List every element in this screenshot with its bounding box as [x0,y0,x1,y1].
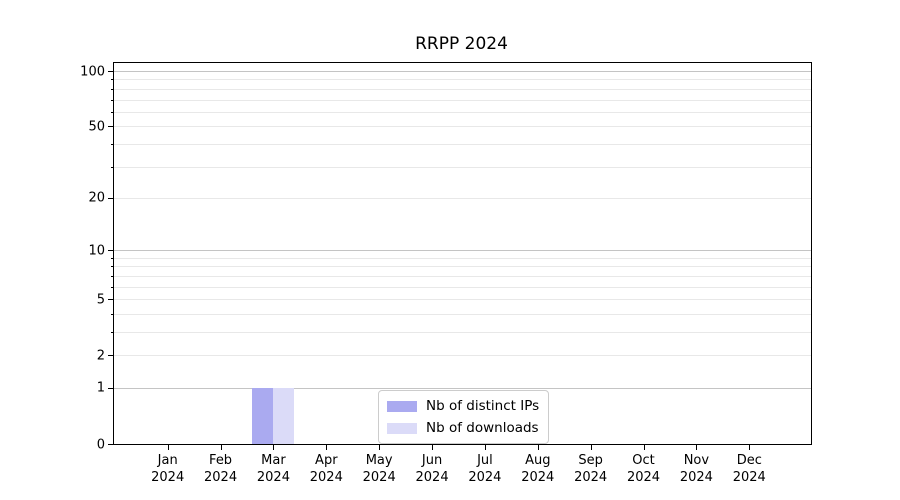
x-tick-mark [220,444,222,450]
y-minor-tick-mark [111,266,114,268]
y-tick-mark [108,71,114,73]
y-tick-mark [108,126,114,128]
y-tick-mark [108,299,114,301]
legend-label: Nb of downloads [426,420,539,436]
y-tick-label: 1 [96,380,105,396]
y-minor-tick-mark [111,111,114,113]
x-tick-mark [432,444,434,450]
legend-label: Nb of distinct IPs [426,398,540,414]
y-tick-mark [108,197,114,199]
minor-gridline [114,266,811,268]
x-tick-label: Oct 2024 [626,453,661,485]
y-tick-mark [108,250,114,252]
minor-gridline [114,79,811,81]
x-tick-label: Apr 2024 [309,453,343,485]
minor-gridline [114,355,811,357]
x-tick-mark [326,444,328,450]
y-tick-mark [108,444,114,445]
x-tick-label: Feb 2024 [204,453,238,485]
x-tick-label: Mar 2024 [256,453,290,485]
y-minor-tick-mark [111,313,114,315]
x-tick-mark [643,444,645,450]
y-tick-label: 50 [88,119,105,135]
y-tick-label: 5 [96,292,105,308]
minor-gridline [114,166,811,168]
minor-gridline [114,257,811,259]
minor-gridline [114,313,811,315]
x-tick-mark [484,444,486,450]
x-tick-label: Dec 2024 [732,453,766,485]
x-tick-mark [167,444,169,450]
x-tick-mark [273,444,275,450]
y-tick-label: 20 [88,190,105,206]
y-minor-tick-mark [111,88,114,90]
minor-gridline [114,143,811,145]
minor-gridline [114,331,811,333]
x-tick-label: Jul 2024 [468,453,502,485]
minor-gridline [114,299,811,301]
legend-item: Nb of distinct IPs [387,398,539,414]
major-gridline [114,71,811,73]
x-tick-label: Nov 2024 [679,453,713,485]
x-tick-label: Aug 2024 [521,453,555,485]
y-minor-tick-mark [111,257,114,259]
minor-gridline [114,126,811,128]
legend-swatch-distinct-ips [387,400,417,412]
minor-gridline [114,286,811,288]
y-minor-tick-mark [111,331,114,333]
y-minor-tick-mark [111,166,114,168]
y-tick-label: 100 [80,64,105,80]
x-tick-mark [749,444,751,450]
minor-gridline [114,88,811,90]
x-tick-mark [379,444,381,450]
y-minor-tick-mark [111,79,114,81]
bar-downloads [273,388,295,444]
minor-gridline [114,275,811,277]
x-tick-mark [537,444,539,450]
y-tick-mark [108,387,114,389]
legend: Nb of distinct IPs Nb of downloads [378,390,550,444]
x-tick-mark [590,444,592,450]
y-minor-tick-mark [111,99,114,101]
x-tick-label: May 2024 [362,453,396,485]
y-tick-label: 2 [96,348,105,364]
minor-gridline [114,197,811,199]
y-tick-label: 0 [96,437,105,452]
legend-swatch-downloads [387,422,417,434]
major-gridline [114,250,811,252]
major-gridline [114,387,811,389]
legend-item: Nb of downloads [387,420,539,436]
x-tick-label: Jun 2024 [415,453,449,485]
y-minor-tick-mark [111,275,114,277]
y-minor-tick-mark [111,143,114,145]
y-tick-mark [108,355,114,357]
x-tick-label: Jan 2024 [151,453,185,485]
x-tick-mark [696,444,698,450]
minor-gridline [114,111,811,113]
bar-distinct-ips [252,388,274,444]
y-tick-label: 10 [88,243,105,259]
plot-area: 100 50 20 10 5 2 1 0 Jan 2024 Feb 2024 Mar 2024 Apr 20… [80,62,812,485]
y-minor-tick-mark [111,286,114,288]
chart-title: RRPP 2024 [415,34,508,54]
minor-gridline [114,99,811,101]
x-tick-label: Sep 2024 [574,453,608,485]
